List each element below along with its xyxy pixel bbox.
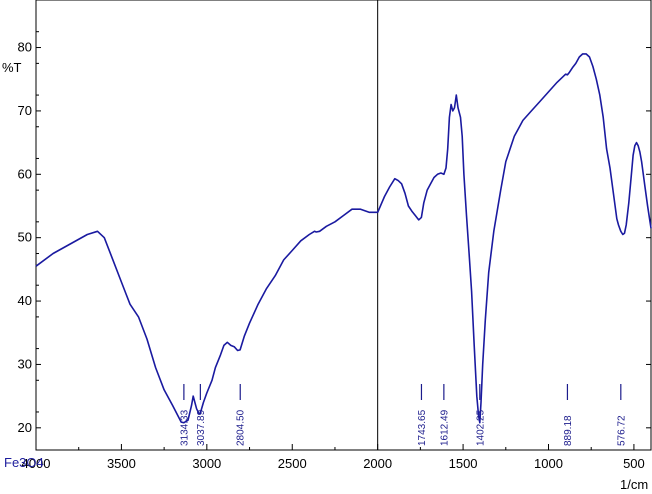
y-tick-label: 50 [18,230,32,245]
spectrum-line [35,53,652,424]
peak-label: 2804.50 [236,409,247,446]
peak-label: 889.18 [563,415,574,446]
y-axis-label: %T [2,60,22,75]
peak-label: 1612.49 [439,409,450,446]
x-tick-label: 3500 [107,456,136,471]
x-tick-label: 500 [623,456,645,471]
y-tick-label: 30 [18,356,32,371]
x-tick-label: 1000 [534,456,563,471]
y-tick-label: 40 [18,293,32,308]
y-tick-label: 80 [18,40,32,55]
x-tick-label: 3000 [192,456,221,471]
y-tick-label: 60 [18,166,32,181]
peak-label: 576.72 [616,415,627,446]
y-tick-label: 70 [18,103,32,118]
y-axis-ticks: 20 30 40 50 60 70 80 [18,31,651,435]
peak-labels: 3134.33 3037.89 2804.50 1743.65 1612.49 1402.… [179,384,627,446]
peak-label: 3037.89 [196,409,207,446]
x-tick-label: 2000 [363,456,392,471]
x-axis-unit-label: 1/cm [620,477,648,492]
peak-label: 1402.25 [475,409,486,446]
y-tick-label: 20 [18,420,32,435]
peak-label: 1743.65 [417,409,428,446]
plot-frame [35,0,652,451]
sample-label: Fe3O4 [4,455,44,470]
x-axis-ticks: 4000 3500 3000 2500 2000 1500 1000 500 [22,444,645,471]
x-tick-label: 4000 [22,456,51,471]
x-tick-label: 1500 [449,456,478,471]
peak-label: 3134.33 [179,409,190,446]
x-tick-label: 2500 [278,456,307,471]
